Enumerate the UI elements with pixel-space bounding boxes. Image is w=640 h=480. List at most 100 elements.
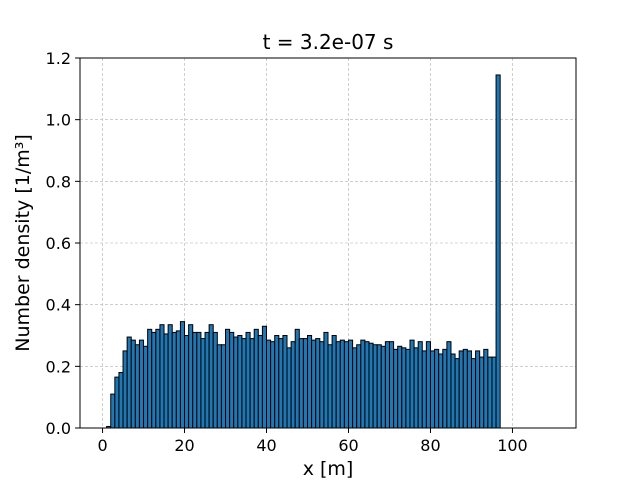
- bar-33: [237, 335, 243, 429]
- bar-9: [138, 339, 145, 429]
- bar-73: [401, 347, 407, 429]
- bar-43: [278, 338, 284, 429]
- bar-11: [147, 328, 153, 429]
- bar-5: [122, 350, 128, 429]
- bar-27: [212, 331, 218, 429]
- bar-28: [216, 344, 222, 429]
- bar-17: [171, 331, 177, 429]
- bar-13: [155, 328, 161, 429]
- bar-59: [343, 341, 349, 429]
- bar-92: [479, 356, 485, 429]
- x-tick-label-0: 0: [97, 436, 107, 455]
- bar-67: [376, 344, 382, 429]
- bar-83: [442, 348, 448, 429]
- bar-12: [151, 331, 157, 429]
- bar-91: [475, 350, 481, 429]
- bar-53: [319, 341, 325, 429]
- bar-63: [360, 339, 366, 429]
- bar-4: [118, 372, 124, 429]
- bar-89: [466, 350, 472, 429]
- x-tick-label-3: 60: [338, 436, 358, 455]
- bar-60: [347, 339, 354, 429]
- bar-64: [364, 341, 370, 429]
- bar-35: [245, 331, 251, 429]
- bar-58: [339, 339, 345, 429]
- bar-37: [253, 328, 259, 429]
- bar-25: [204, 331, 210, 429]
- y-tick-label-2: 0.4: [46, 296, 71, 315]
- bar-95: [491, 356, 497, 429]
- bar-88: [462, 348, 468, 429]
- x-axis-label: x [m]: [303, 458, 354, 480]
- y-tick-label-4: 0.8: [46, 172, 71, 191]
- bar-10: [143, 345, 149, 429]
- bar-66: [372, 344, 378, 429]
- bar-65: [368, 342, 374, 429]
- bar-85: [450, 353, 456, 429]
- bar-42: [274, 335, 280, 429]
- bar-7: [130, 339, 136, 429]
- bar-39: [261, 325, 268, 429]
- bar-29: [220, 344, 227, 429]
- bar-93: [483, 348, 489, 429]
- bar-54: [323, 331, 329, 429]
- bar-48: [298, 338, 304, 429]
- bar-81: [434, 348, 440, 429]
- x-tick-label-5: 100: [497, 436, 528, 455]
- bar-23: [196, 331, 202, 429]
- y-tick-label-6: 1.2: [46, 49, 71, 68]
- bar-55: [327, 344, 333, 429]
- bar-51: [311, 339, 317, 429]
- bar-15: [163, 333, 169, 429]
- bar-50: [307, 335, 313, 429]
- bar-40: [266, 339, 272, 429]
- bar-24: [200, 338, 206, 429]
- bar-8: [134, 344, 140, 429]
- bar-19: [179, 321, 186, 429]
- bar-21: [188, 324, 194, 429]
- bar-71: [393, 348, 399, 429]
- bar-82: [438, 353, 444, 429]
- bar-47: [294, 328, 300, 429]
- bar-70: [388, 341, 395, 429]
- bar-96: [495, 74, 501, 429]
- bar-86: [454, 358, 460, 429]
- bar-57: [335, 341, 341, 429]
- bar-41: [270, 341, 276, 429]
- bar-72: [397, 345, 403, 429]
- bar-56: [331, 335, 337, 429]
- bar-36: [249, 338, 255, 429]
- bars: [106, 74, 501, 429]
- y-axis-label: Number density [1/m³]: [12, 134, 34, 352]
- bar-78: [421, 350, 427, 429]
- bar-30: [225, 328, 231, 429]
- bar-44: [282, 335, 288, 429]
- bar-2: [110, 393, 116, 429]
- bar-3: [114, 376, 120, 429]
- y-tick-label-5: 1.0: [46, 111, 71, 130]
- bar-52: [315, 338, 321, 429]
- bar-18: [175, 330, 181, 429]
- bar-84: [446, 341, 452, 429]
- x-tick-label-4: 80: [420, 436, 440, 455]
- bar-61: [352, 347, 358, 429]
- y-tick-label-3: 0.6: [46, 234, 71, 253]
- bar-31: [229, 331, 235, 429]
- bar-77: [417, 341, 423, 429]
- x-axis: 0 20 40 60 80 100: [97, 428, 528, 455]
- y-tick-label-1: 0.2: [46, 357, 71, 376]
- bar-20: [184, 335, 190, 429]
- bar-26: [208, 324, 214, 429]
- bar-6: [126, 336, 132, 429]
- bar-75: [409, 339, 415, 429]
- chart-title: t = 3.2e-07 s: [263, 30, 394, 54]
- x-tick-label-1: 20: [174, 436, 194, 455]
- bar-68: [380, 345, 386, 429]
- bar-69: [384, 341, 390, 429]
- x-tick-label-2: 40: [256, 436, 276, 455]
- bar-62: [356, 344, 362, 429]
- bar-94: [487, 356, 493, 429]
- bar-74: [405, 348, 411, 429]
- bar-87: [458, 350, 464, 429]
- bar-90: [470, 358, 477, 429]
